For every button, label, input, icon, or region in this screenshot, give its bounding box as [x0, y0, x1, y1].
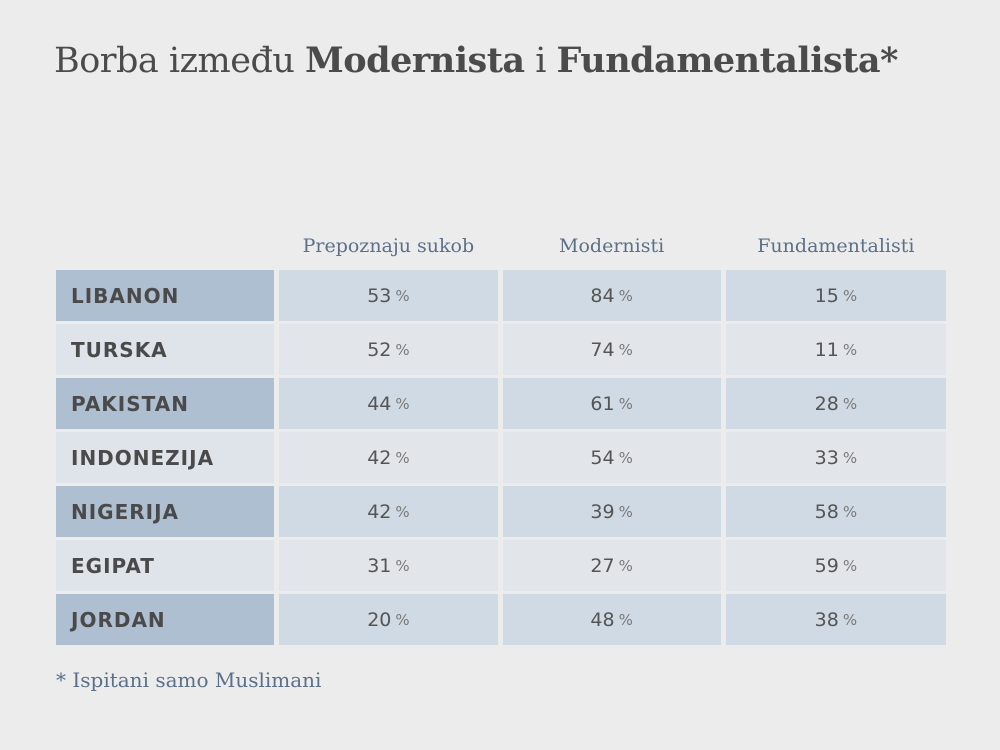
country-cell: LIBANON [56, 270, 275, 321]
column-header-fundamentalists: Fundamentalisti [757, 235, 915, 257]
table-row: NIGERIJA 42% 39% 58% [56, 486, 946, 537]
value-cell: 58% [725, 486, 946, 537]
chart-title: Borba između Modernista i Fundamentalist… [54, 40, 898, 81]
value-cell: 52% [279, 324, 498, 375]
value-number: 11 [814, 338, 839, 361]
country-cell: INDONEZIJA [56, 432, 275, 483]
percent-unit: % [395, 394, 410, 413]
value-number: 48 [590, 608, 615, 631]
percent-unit: % [842, 340, 858, 359]
value-number: 58 [814, 500, 839, 523]
footnote: * Ispitani samo Muslimani [56, 668, 322, 692]
value-cell: 39% [502, 486, 721, 537]
value-cell: 20% [279, 594, 498, 645]
value-cell: 28% [725, 378, 946, 429]
percent-unit: % [395, 448, 410, 467]
country-cell: NIGERIJA [56, 486, 275, 537]
value-number: 84 [590, 284, 615, 307]
value-cell: 61% [502, 378, 721, 429]
data-table: Prepoznaju sukob Modernisti Fundamentali… [56, 222, 946, 648]
percent-unit: % [395, 610, 410, 629]
value-cell: 59% [725, 540, 946, 591]
percent-unit: % [842, 448, 858, 467]
table-row: TURSKA 52% 74% 11% [56, 324, 946, 375]
percent-unit: % [618, 556, 633, 575]
value-number: 15 [814, 284, 839, 307]
value-number: 52 [367, 338, 392, 361]
value-number: 27 [590, 554, 615, 577]
percent-unit: % [842, 394, 858, 413]
value-cell: 15% [725, 270, 946, 321]
value-cell: 42% [279, 486, 498, 537]
percent-unit: % [618, 502, 633, 521]
percent-unit: % [618, 610, 633, 629]
table-row: INDONEZIJA 42% 54% 33% [56, 432, 946, 483]
value-number: 61 [590, 392, 615, 415]
table-row: EGIPAT 31% 27% 59% [56, 540, 946, 591]
value-number: 44 [367, 392, 392, 415]
percent-unit: % [395, 502, 410, 521]
percent-unit: % [842, 286, 858, 305]
percent-unit: % [842, 556, 858, 575]
value-number: 31 [367, 554, 392, 577]
value-cell: 31% [279, 540, 498, 591]
column-header-modernists: Modernisti [559, 235, 665, 257]
value-cell: 54% [502, 432, 721, 483]
percent-unit: % [842, 610, 858, 629]
title-bold-modernists: Modernista [305, 40, 525, 81]
table-header: Prepoznaju sukob Modernisti Fundamentali… [56, 222, 946, 270]
value-cell: 27% [502, 540, 721, 591]
value-number: 39 [590, 500, 615, 523]
title-middle: i [524, 41, 557, 81]
value-number: 54 [590, 446, 615, 469]
value-cell: 11% [725, 324, 946, 375]
value-cell: 38% [725, 594, 946, 645]
title-asterisk: * [880, 40, 898, 81]
value-cell: 74% [502, 324, 721, 375]
column-header-recognize-conflict: Prepoznaju sukob [302, 235, 475, 257]
value-number: 20 [367, 608, 392, 631]
value-cell: 53% [279, 270, 498, 321]
percent-unit: % [395, 340, 410, 359]
value-cell: 84% [502, 270, 721, 321]
percent-unit: % [395, 556, 410, 575]
title-prefix: Borba između [54, 41, 306, 81]
value-number: 74 [590, 338, 615, 361]
percent-unit: % [618, 286, 633, 305]
table-row: JORDAN 20% 48% 38% [56, 594, 946, 645]
value-number: 59 [814, 554, 839, 577]
value-number: 42 [367, 500, 392, 523]
country-cell: EGIPAT [56, 540, 275, 591]
value-cell: 48% [502, 594, 721, 645]
table-row: LIBANON 53% 84% 15% [56, 270, 946, 321]
percent-unit: % [395, 286, 410, 305]
table-body: LIBANON 53% 84% 15% TURSKA 52% 74% 11% PAKISTAN 4… [56, 270, 946, 645]
percent-unit: % [618, 448, 633, 467]
value-number: 53 [367, 284, 392, 307]
country-cell: JORDAN [56, 594, 275, 645]
percent-unit: % [842, 502, 858, 521]
value-cell: 42% [279, 432, 498, 483]
table-row: PAKISTAN 44% 61% 28% [56, 378, 946, 429]
country-cell: PAKISTAN [56, 378, 275, 429]
percent-unit: % [618, 340, 633, 359]
title-bold-fundamentalists: Fundamentalista [556, 40, 881, 81]
value-number: 33 [814, 446, 839, 469]
value-cell: 33% [725, 432, 946, 483]
value-number: 38 [814, 608, 839, 631]
percent-unit: % [618, 394, 633, 413]
value-number: 28 [814, 392, 839, 415]
value-number: 42 [367, 446, 392, 469]
value-cell: 44% [279, 378, 498, 429]
country-cell: TURSKA [56, 324, 275, 375]
